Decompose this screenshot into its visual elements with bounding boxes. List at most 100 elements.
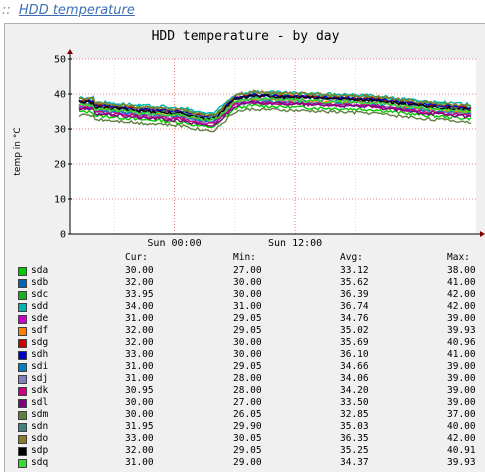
legend-avg-value: 36.10	[340, 349, 369, 360]
legend-swatch	[18, 351, 27, 360]
y-tick-label: 0	[60, 230, 66, 241]
legend-cur-value: 30.00	[125, 265, 154, 276]
legend-series-name: sde	[31, 313, 49, 324]
legend-max-value: 40.91	[447, 445, 476, 456]
legend-max-value: 39.93	[447, 325, 476, 336]
legend-min-value: 26.05	[233, 409, 262, 420]
legend-avg-value: 34.20	[340, 385, 369, 396]
legend-row-sdi: sdi 31.00 29.05 34.66 39.00	[5, 361, 485, 373]
series-line-sdh	[78, 92, 472, 118]
legend-cur-value: 33.95	[125, 289, 154, 300]
legend-avg-value: 35.03	[340, 421, 369, 432]
legend-row-sdc: sdc 33.95 30.00 36.39 42.00	[5, 289, 485, 301]
legend-series-name: sdi	[31, 361, 49, 372]
legend-max-value: 42.00	[447, 433, 476, 444]
chart-plot: 0 10 20 30 40 50 Sun 00:00 Sun 12:00 temp in °C	[13, 49, 485, 249]
hdd-temperature-link[interactable]: HDD temperature	[18, 3, 135, 18]
legend-series-name: sdn	[31, 421, 49, 432]
legend-min-value: 30.00	[233, 337, 262, 348]
legend-series-name: sdj	[31, 373, 49, 384]
y-tick-label: 40	[54, 90, 66, 101]
legend-cur-value: 33.00	[125, 433, 154, 444]
legend-swatch	[18, 387, 27, 396]
legend-series-name: sdf	[31, 325, 49, 336]
legend-swatch	[18, 315, 27, 324]
legend-series-name: sdq	[31, 457, 49, 468]
legend-avg-value: 34.37	[340, 457, 369, 468]
y-tick-label: 50	[54, 55, 66, 66]
legend-series-name: sdh	[31, 349, 49, 360]
legend-swatch	[18, 339, 27, 348]
legend-min-value: 30.00	[233, 289, 262, 300]
legend-row-sde: sde 31.00 29.05 34.76 39.00	[5, 313, 485, 325]
legend-cur-value: 34.00	[125, 301, 154, 312]
legend-min-value: 29.05	[233, 361, 262, 372]
legend-cur-value: 31.00	[125, 313, 154, 324]
series-line-sda	[78, 103, 472, 129]
legend-min-value: 27.00	[233, 397, 262, 408]
munin-graph: HDD temperature - by day 0 10 20 30 40 50 Sun …	[4, 23, 485, 472]
legend-avg-value: 35.02	[340, 325, 369, 336]
legend-max-value: 40.00	[447, 421, 476, 432]
legend-max-value: 39.00	[447, 373, 476, 384]
legend-swatch	[18, 399, 27, 408]
legend-swatch	[18, 459, 27, 468]
legend-series-name: sdb	[31, 277, 49, 288]
legend-cur-value: 31.00	[125, 361, 154, 372]
y-tick-label: 10	[54, 195, 66, 206]
legend-row-sdp: sdp 32.00 29.05 35.25 40.91	[5, 445, 485, 457]
legend-cur-value: 31.00	[125, 373, 154, 384]
legend-series-name: sdc	[31, 289, 49, 300]
legend-row-sdk: sdk 30.95 28.00 34.20 39.00	[5, 385, 485, 397]
legend-max-value: 39.93	[447, 457, 476, 468]
x-axis-arrow	[480, 231, 485, 237]
legend-min-value: 27.00	[233, 265, 262, 276]
legend-swatch	[18, 327, 27, 336]
legend-avg-value: 35.25	[340, 445, 369, 456]
legend-cur-value: 31.00	[125, 457, 154, 468]
legend-max-value: 41.00	[447, 277, 476, 288]
legend-row-sda: sda 30.00 27.00 33.12 38.00	[5, 265, 485, 277]
legend-row-sdb: sdb 32.00 30.00 35.62 41.00	[5, 277, 485, 289]
legend-min-value: 29.05	[233, 325, 262, 336]
legend-avg-value: 33.50	[340, 397, 369, 408]
legend-row-sdo: sdo 33.00 30.05 36.35 42.00	[5, 433, 485, 445]
legend-row-sdj: sdj 31.00 28.00 34.06 39.00	[5, 373, 485, 385]
y-axis-label: temp in °C	[13, 127, 23, 175]
legend-min-value: 29.05	[233, 445, 262, 456]
legend-avg-value: 36.74	[340, 301, 369, 312]
legend-avg-value: 34.66	[340, 361, 369, 372]
legend-series-name: sdk	[31, 385, 49, 396]
legend-cur-value: 32.00	[125, 325, 154, 336]
legend-min-value: 30.00	[233, 277, 262, 288]
legend-series-name: sda	[31, 265, 49, 276]
legend-avg-value: 34.06	[340, 373, 369, 384]
legend-cur-value: 33.00	[125, 349, 154, 360]
legend-row-sdf: sdf 32.00 29.05 35.02 39.93	[5, 325, 485, 337]
y-tick-label: 30	[54, 125, 66, 136]
legend-max-value: 42.00	[447, 289, 476, 300]
legend-min-value: 30.00	[233, 349, 262, 360]
legend-max-value: 38.00	[447, 265, 476, 276]
legend-cur-value: 30.00	[125, 409, 154, 420]
series-line-sdm	[78, 107, 472, 133]
legend-min-value: 28.00	[233, 373, 262, 384]
plot-area	[70, 59, 476, 234]
legend-max-value: 39.00	[447, 313, 476, 324]
legend-min-value: 31.00	[233, 301, 262, 312]
legend-avg-value: 32.85	[340, 409, 369, 420]
legend-swatch	[18, 375, 27, 384]
x-tick-label: Sun 12:00	[268, 238, 322, 249]
legend-min-value: 28.00	[233, 385, 262, 396]
legend-row-sdm: sdm 30.00 26.05 32.85 37.00	[5, 409, 485, 421]
legend-series-name: sdl	[31, 397, 49, 408]
legend-series-name: sdp	[31, 445, 49, 456]
legend-max-value: 37.00	[447, 409, 476, 420]
legend-cur-value: 32.00	[125, 445, 154, 456]
legend-series-name: sdd	[31, 301, 49, 312]
legend-swatch	[18, 267, 27, 276]
legend-header-row: Cur: Min: Avg: Max:	[5, 252, 485, 264]
y-axis-arrow	[67, 49, 73, 54]
section-heading: :: HDD temperature	[2, 3, 135, 18]
legend-avg-value: 34.76	[340, 313, 369, 324]
